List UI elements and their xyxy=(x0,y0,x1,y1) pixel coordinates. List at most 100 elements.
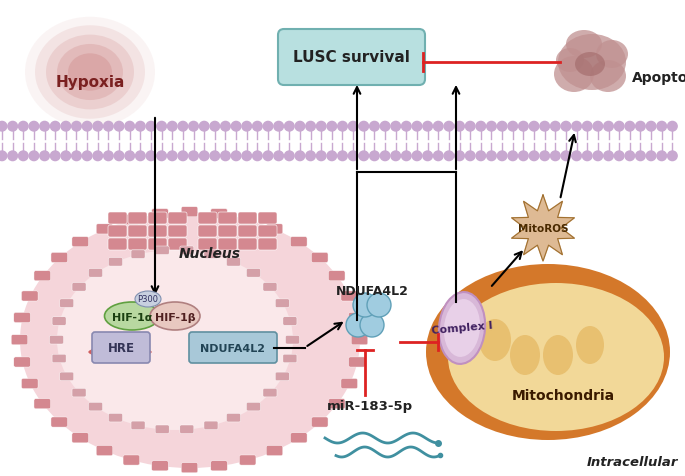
Text: Apoptosis: Apoptosis xyxy=(632,71,685,85)
FancyBboxPatch shape xyxy=(258,225,277,237)
FancyBboxPatch shape xyxy=(239,214,256,225)
Circle shape xyxy=(306,121,315,131)
FancyBboxPatch shape xyxy=(238,212,257,224)
Ellipse shape xyxy=(510,335,540,375)
Circle shape xyxy=(316,121,326,131)
Circle shape xyxy=(8,121,17,131)
Text: Intracellular: Intracellular xyxy=(586,456,678,469)
Circle shape xyxy=(530,151,539,160)
Ellipse shape xyxy=(448,283,664,431)
FancyBboxPatch shape xyxy=(198,225,217,237)
FancyBboxPatch shape xyxy=(238,225,257,237)
Circle shape xyxy=(242,121,251,131)
Circle shape xyxy=(668,151,677,160)
Ellipse shape xyxy=(590,60,626,92)
Circle shape xyxy=(103,151,113,160)
Circle shape xyxy=(306,151,315,160)
FancyBboxPatch shape xyxy=(148,238,167,250)
FancyBboxPatch shape xyxy=(49,336,64,344)
FancyBboxPatch shape xyxy=(278,29,425,85)
FancyBboxPatch shape xyxy=(21,291,38,301)
Circle shape xyxy=(167,121,177,131)
Circle shape xyxy=(253,151,262,160)
FancyBboxPatch shape xyxy=(275,299,289,307)
FancyBboxPatch shape xyxy=(34,399,51,409)
Circle shape xyxy=(199,151,209,160)
Circle shape xyxy=(316,151,326,160)
Circle shape xyxy=(370,151,379,160)
Ellipse shape xyxy=(135,291,161,307)
FancyBboxPatch shape xyxy=(14,312,30,323)
Circle shape xyxy=(614,121,624,131)
Circle shape xyxy=(114,151,124,160)
Circle shape xyxy=(486,121,496,131)
Circle shape xyxy=(412,121,422,131)
Circle shape xyxy=(582,121,592,131)
FancyBboxPatch shape xyxy=(227,258,240,266)
Circle shape xyxy=(657,151,667,160)
Circle shape xyxy=(444,151,453,160)
Ellipse shape xyxy=(558,34,626,90)
FancyBboxPatch shape xyxy=(328,399,345,409)
Circle shape xyxy=(582,151,592,160)
Ellipse shape xyxy=(543,335,573,375)
FancyBboxPatch shape xyxy=(72,388,86,397)
Circle shape xyxy=(636,151,645,160)
FancyBboxPatch shape xyxy=(180,246,194,255)
Circle shape xyxy=(136,151,145,160)
Circle shape xyxy=(232,121,241,131)
FancyBboxPatch shape xyxy=(341,291,358,301)
Circle shape xyxy=(346,313,370,337)
FancyBboxPatch shape xyxy=(60,299,74,307)
Circle shape xyxy=(103,121,113,131)
Ellipse shape xyxy=(68,53,112,91)
FancyBboxPatch shape xyxy=(131,421,145,430)
Circle shape xyxy=(465,121,475,131)
FancyBboxPatch shape xyxy=(189,332,277,363)
FancyBboxPatch shape xyxy=(128,238,147,250)
Ellipse shape xyxy=(57,44,123,100)
Circle shape xyxy=(551,151,560,160)
FancyBboxPatch shape xyxy=(258,212,277,224)
Circle shape xyxy=(338,151,347,160)
Circle shape xyxy=(210,151,220,160)
Text: HRE: HRE xyxy=(108,342,134,355)
Ellipse shape xyxy=(596,40,628,68)
FancyBboxPatch shape xyxy=(14,357,30,367)
Circle shape xyxy=(338,121,347,131)
Circle shape xyxy=(93,151,103,160)
Circle shape xyxy=(540,121,549,131)
FancyBboxPatch shape xyxy=(218,225,237,237)
Text: Hypoxia: Hypoxia xyxy=(55,75,125,89)
Circle shape xyxy=(423,151,432,160)
Circle shape xyxy=(367,293,391,317)
Circle shape xyxy=(284,151,294,160)
Circle shape xyxy=(391,121,401,131)
Circle shape xyxy=(40,151,49,160)
FancyBboxPatch shape xyxy=(351,335,368,345)
FancyBboxPatch shape xyxy=(108,225,127,237)
Circle shape xyxy=(82,121,92,131)
Ellipse shape xyxy=(566,30,602,58)
FancyBboxPatch shape xyxy=(286,336,299,344)
Circle shape xyxy=(476,121,486,131)
FancyBboxPatch shape xyxy=(108,212,127,224)
FancyBboxPatch shape xyxy=(198,212,217,224)
FancyBboxPatch shape xyxy=(168,212,187,224)
FancyBboxPatch shape xyxy=(218,238,237,250)
Circle shape xyxy=(401,151,411,160)
FancyBboxPatch shape xyxy=(88,268,103,277)
Circle shape xyxy=(167,151,177,160)
Circle shape xyxy=(434,121,443,131)
Circle shape xyxy=(380,121,390,131)
FancyBboxPatch shape xyxy=(72,433,88,443)
Circle shape xyxy=(221,121,230,131)
Circle shape xyxy=(0,121,7,131)
Circle shape xyxy=(157,121,166,131)
FancyBboxPatch shape xyxy=(96,224,113,234)
Text: Mitochondria: Mitochondria xyxy=(512,389,614,403)
FancyBboxPatch shape xyxy=(283,354,297,363)
Ellipse shape xyxy=(439,292,485,364)
FancyBboxPatch shape xyxy=(182,207,198,217)
FancyBboxPatch shape xyxy=(349,357,365,367)
